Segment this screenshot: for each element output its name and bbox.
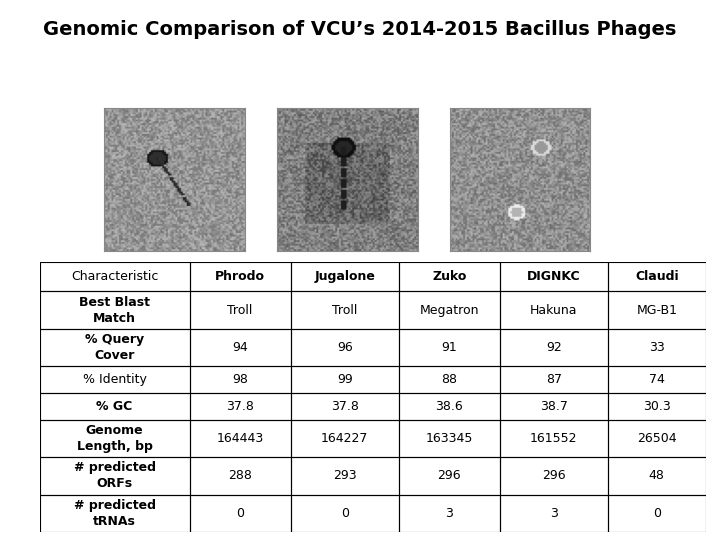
Bar xyxy=(40,457,189,495)
Text: 163345: 163345 xyxy=(426,432,473,445)
Bar xyxy=(40,393,189,420)
Text: 33: 33 xyxy=(649,341,665,354)
Text: % GC: % GC xyxy=(96,400,132,413)
Bar xyxy=(291,393,399,420)
Text: 91: 91 xyxy=(441,341,457,354)
Bar xyxy=(40,262,189,292)
Bar xyxy=(500,495,608,532)
Text: 164227: 164227 xyxy=(321,432,369,445)
Text: 37.8: 37.8 xyxy=(226,400,254,413)
Text: 38.7: 38.7 xyxy=(540,400,568,413)
Text: Troll: Troll xyxy=(228,303,253,316)
Text: Jugalone: Jugalone xyxy=(314,270,375,283)
Text: # predicted
tRNAs: # predicted tRNAs xyxy=(73,499,156,528)
Text: % Query
Cover: % Query Cover xyxy=(85,333,144,362)
Text: 3: 3 xyxy=(446,507,454,520)
Bar xyxy=(189,292,291,329)
Text: 161552: 161552 xyxy=(530,432,577,445)
Bar xyxy=(399,393,500,420)
Bar xyxy=(608,495,706,532)
Bar xyxy=(189,420,291,457)
Text: 96: 96 xyxy=(337,341,353,354)
Bar xyxy=(399,366,500,393)
Text: 26504: 26504 xyxy=(637,432,677,445)
Text: 293: 293 xyxy=(333,469,356,482)
Bar xyxy=(291,292,399,329)
Bar xyxy=(399,457,500,495)
Bar xyxy=(40,292,189,329)
Bar xyxy=(500,457,608,495)
Text: 296: 296 xyxy=(542,469,566,482)
Text: Hakuna: Hakuna xyxy=(530,303,577,316)
Bar xyxy=(189,366,291,393)
Bar xyxy=(500,262,608,292)
Text: Genome
Length, bp: Genome Length, bp xyxy=(76,424,153,453)
Bar xyxy=(291,262,399,292)
Text: # predicted
ORFs: # predicted ORFs xyxy=(73,462,156,490)
Bar xyxy=(500,329,608,366)
Text: MG-B1: MG-B1 xyxy=(636,303,678,316)
Text: DIGNKC: DIGNKC xyxy=(527,270,581,283)
Text: 3: 3 xyxy=(550,507,558,520)
Text: 98: 98 xyxy=(232,373,248,386)
Text: 94: 94 xyxy=(233,341,248,354)
Bar xyxy=(291,329,399,366)
Bar xyxy=(608,329,706,366)
Bar xyxy=(608,457,706,495)
Bar xyxy=(399,262,500,292)
Bar xyxy=(608,292,706,329)
Bar xyxy=(500,393,608,420)
Text: 30.3: 30.3 xyxy=(643,400,670,413)
Bar xyxy=(500,366,608,393)
Text: 88: 88 xyxy=(441,373,457,386)
Bar xyxy=(40,366,189,393)
Bar xyxy=(189,393,291,420)
Bar xyxy=(40,420,189,457)
Text: Best Blast
Match: Best Blast Match xyxy=(79,295,150,325)
Bar xyxy=(40,495,189,532)
Text: Genomic Comparison of VCU’s 2014-2015 Bacillus Phages: Genomic Comparison of VCU’s 2014-2015 Ba… xyxy=(43,20,677,39)
Text: 92: 92 xyxy=(546,341,562,354)
Text: 164443: 164443 xyxy=(217,432,264,445)
Text: Zuko: Zuko xyxy=(432,270,467,283)
Bar xyxy=(608,420,706,457)
Text: 99: 99 xyxy=(337,373,353,386)
Text: 48: 48 xyxy=(649,469,665,482)
Bar xyxy=(291,495,399,532)
Bar xyxy=(291,420,399,457)
Bar xyxy=(399,420,500,457)
Text: 296: 296 xyxy=(438,469,461,482)
Bar xyxy=(291,366,399,393)
Text: Megatron: Megatron xyxy=(420,303,479,316)
Bar xyxy=(399,495,500,532)
Bar xyxy=(291,457,399,495)
Bar xyxy=(500,420,608,457)
Text: 0: 0 xyxy=(653,507,661,520)
Bar xyxy=(608,366,706,393)
Bar xyxy=(608,262,706,292)
Bar xyxy=(399,329,500,366)
Bar xyxy=(500,292,608,329)
Bar xyxy=(40,329,189,366)
Text: 288: 288 xyxy=(228,469,252,482)
Text: % Identity: % Identity xyxy=(83,373,146,386)
Bar xyxy=(189,329,291,366)
Bar xyxy=(189,495,291,532)
Text: 87: 87 xyxy=(546,373,562,386)
Bar xyxy=(608,393,706,420)
Text: 0: 0 xyxy=(236,507,244,520)
Bar xyxy=(189,457,291,495)
Text: 38.6: 38.6 xyxy=(436,400,463,413)
Text: Characteristic: Characteristic xyxy=(71,270,158,283)
Text: 0: 0 xyxy=(341,507,348,520)
Text: Troll: Troll xyxy=(332,303,357,316)
Text: 37.8: 37.8 xyxy=(330,400,359,413)
Text: Phrodo: Phrodo xyxy=(215,270,265,283)
Bar xyxy=(399,292,500,329)
Bar xyxy=(189,262,291,292)
Text: Claudi: Claudi xyxy=(635,270,678,283)
Text: 74: 74 xyxy=(649,373,665,386)
